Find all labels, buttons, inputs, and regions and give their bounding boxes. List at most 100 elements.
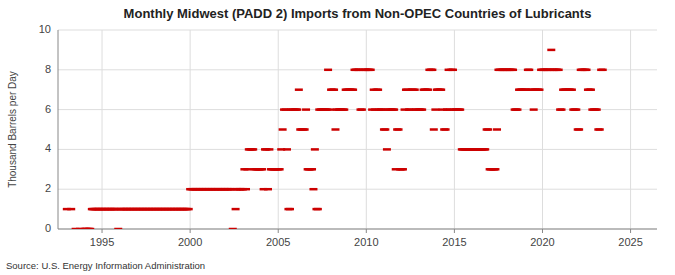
point [367,69,375,72]
x-tick-label: 2005 [266,236,290,248]
x-tick-label: 2020 [530,236,554,248]
x-axis-line [58,229,657,230]
point [491,168,499,171]
x-tick-label: 2025 [618,236,642,248]
chart: 02468101995200020052010201520202025Month… [0,0,675,275]
point [265,148,273,151]
point [390,108,398,111]
y-grid-line [58,189,657,190]
point [587,88,595,91]
point [418,108,426,111]
point [525,69,533,72]
point [442,128,450,131]
x-grid-line [366,30,367,229]
x-tick-label: 1995 [90,236,114,248]
point [293,108,301,111]
y-tick-label: 8 [45,63,51,75]
point [411,88,419,91]
title: Monthly Midwest (PADD 2) Imports from No… [124,6,592,21]
point [249,148,257,151]
y-tick-label: 10 [39,23,51,35]
point [258,168,266,171]
point [509,69,517,72]
point [456,108,464,111]
point [279,128,287,131]
point [67,208,75,211]
point [437,88,445,91]
point [596,128,604,131]
point [583,69,591,72]
x-tick [102,229,103,233]
point [86,228,94,229]
point [399,168,407,171]
point [493,128,501,131]
grid [58,30,657,229]
point [302,108,310,111]
x-grid-line [542,30,543,229]
point [114,228,122,229]
y-axis-line [58,30,59,229]
point [449,69,457,72]
y-tick-label: 2 [45,182,51,194]
x-tick [630,229,631,233]
point [513,108,521,111]
point [264,188,272,191]
point [572,108,580,111]
y-grid-line [58,229,657,230]
point [242,188,250,191]
point [229,228,237,229]
point [326,108,334,111]
x-tick [454,229,455,233]
chart-container: 02468101995200020052010201520202025Month… [0,0,675,275]
x-tick [190,229,191,233]
y-grid-line [58,30,657,31]
point [481,148,489,151]
point [340,108,348,111]
point [430,128,438,131]
x-tick-label: 2000 [178,236,202,248]
y-grid-line [58,69,657,70]
point [283,148,291,151]
point [276,168,284,171]
x-grid-line [190,30,191,229]
point [599,69,607,72]
point [311,148,319,151]
x-tick-label: 2010 [354,236,378,248]
x-grid-line [278,30,279,229]
point [374,88,382,91]
point [383,148,391,151]
point [593,108,601,111]
point [428,69,436,72]
axes: 02468101995200020052010201520202025 [39,23,657,248]
point [395,128,403,131]
point [324,69,332,72]
point [424,88,432,91]
point [309,188,317,191]
data-points [63,50,607,229]
x-grid-line [102,30,103,229]
point [484,128,492,131]
point [185,208,193,211]
y-grid-line [58,149,657,150]
source-note: Source: U.S. Energy Information Administ… [6,260,205,271]
x-tick [366,229,367,233]
y-axis-label: Thousand Barrels per Day [7,71,18,188]
point [381,128,389,131]
point [547,49,555,52]
y-grid-line [58,109,657,110]
point [431,108,439,111]
point [358,108,366,111]
point [568,88,576,91]
point [558,108,566,111]
point [308,168,316,171]
x-tick [278,229,279,233]
point [330,88,338,91]
point [232,208,240,211]
point [286,208,294,211]
point [530,108,538,111]
point [301,128,309,131]
point [295,88,303,91]
y-tick-label: 6 [45,103,51,115]
point [535,88,543,91]
point [314,208,322,211]
